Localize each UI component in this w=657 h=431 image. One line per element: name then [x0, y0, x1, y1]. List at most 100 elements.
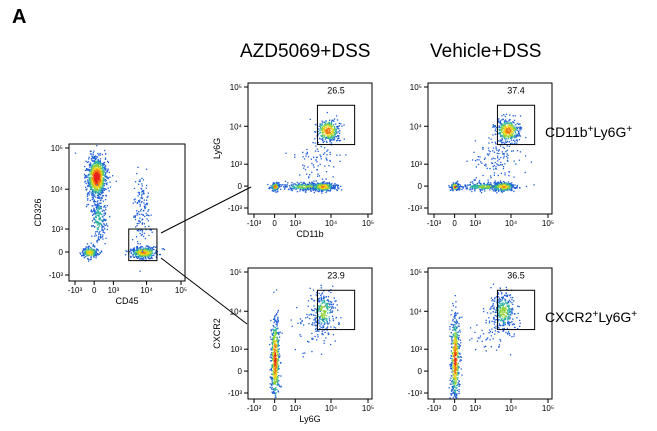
event-dot — [103, 188, 105, 190]
event-dot — [457, 366, 460, 369]
event-dot — [323, 315, 325, 317]
event-dot — [323, 318, 326, 320]
event-dot — [502, 125, 504, 128]
event-dot — [88, 177, 91, 179]
event-dot — [472, 182, 474, 184]
event-dot — [153, 254, 155, 256]
event-dot — [318, 330, 320, 332]
event-dot — [505, 127, 507, 129]
event-dot — [86, 243, 89, 245]
event-dot — [460, 356, 462, 358]
event-dot — [509, 127, 511, 130]
event-dot — [274, 189, 277, 191]
event-dot — [296, 191, 299, 193]
event-dot — [456, 180, 459, 182]
event-dot — [92, 196, 94, 199]
event-dot — [317, 150, 319, 152]
event-dot — [509, 131, 511, 133]
event-dot — [307, 187, 310, 189]
event-dot — [86, 199, 89, 201]
event-dot — [327, 302, 329, 304]
event-dot — [310, 158, 312, 160]
event-dot — [104, 188, 106, 190]
event-dot — [476, 186, 478, 188]
event-dot — [271, 343, 274, 346]
event-dot — [499, 122, 501, 124]
event-dot — [139, 256, 141, 258]
event-dot — [314, 318, 316, 320]
event-dot — [94, 254, 96, 256]
event-dot — [316, 330, 319, 332]
event-dot — [312, 188, 314, 190]
event-dot — [101, 174, 103, 176]
y-tick-label: 10⁵ — [230, 83, 242, 92]
event-dot — [325, 185, 327, 187]
event-dot — [87, 252, 89, 255]
event-dot — [143, 189, 145, 192]
event-dot — [309, 318, 311, 320]
event-dot — [326, 150, 328, 152]
event-dot — [141, 193, 143, 195]
event-dot — [274, 361, 276, 363]
y-tick-label: 10⁴ — [410, 122, 423, 131]
event-dot — [89, 249, 91, 252]
event-dot — [483, 183, 485, 185]
event-dot — [332, 125, 334, 127]
event-dot — [483, 164, 486, 166]
event-dot — [313, 187, 316, 189]
event-dot — [317, 185, 319, 187]
event-dot — [299, 174, 301, 176]
event-dot — [512, 139, 515, 141]
event-dot — [289, 186, 291, 189]
event-dot — [147, 254, 149, 256]
event-dot — [154, 252, 156, 254]
event-dot — [314, 328, 317, 331]
event-dot — [272, 392, 275, 394]
event-dot — [492, 147, 495, 149]
event-dot — [86, 175, 88, 177]
event-dot — [329, 133, 331, 135]
event-dot — [131, 249, 134, 251]
event-dot — [325, 124, 327, 126]
event-dot — [85, 253, 87, 256]
event-dot — [269, 186, 271, 188]
event-dot — [495, 128, 497, 130]
event-dot — [324, 152, 326, 154]
event-dot — [456, 384, 458, 386]
event-dot — [328, 132, 330, 134]
event-dot — [326, 134, 328, 136]
event-dot — [323, 181, 325, 183]
event-dot — [268, 187, 270, 189]
event-dot — [152, 248, 154, 251]
event-dot — [308, 177, 310, 179]
event-dot — [306, 183, 309, 185]
event-dot — [96, 239, 98, 241]
event-dot — [336, 132, 338, 134]
event-dot — [144, 237, 147, 240]
event-dot — [103, 164, 106, 166]
event-dot — [322, 141, 324, 144]
event-dot — [273, 326, 275, 328]
event-dot — [497, 164, 499, 166]
event-dot — [334, 135, 336, 137]
event-dot — [84, 250, 86, 252]
event-dot — [276, 362, 278, 365]
event-dot — [328, 318, 330, 320]
event-dot — [102, 179, 105, 181]
event-dot — [274, 317, 276, 319]
event-dot — [454, 187, 457, 190]
event-dot — [93, 200, 96, 202]
event-dot — [323, 295, 325, 297]
event-dot — [329, 119, 331, 121]
event-dot — [309, 118, 311, 120]
event-dot — [499, 183, 501, 186]
event-dot — [306, 184, 309, 186]
event-dot — [493, 186, 495, 188]
event-dot — [273, 378, 275, 381]
event-dot — [141, 255, 143, 258]
event-dot — [317, 309, 319, 312]
event-dot — [149, 255, 151, 257]
event-dot — [322, 327, 324, 329]
event-dot — [313, 184, 315, 186]
event-dot — [99, 174, 102, 176]
